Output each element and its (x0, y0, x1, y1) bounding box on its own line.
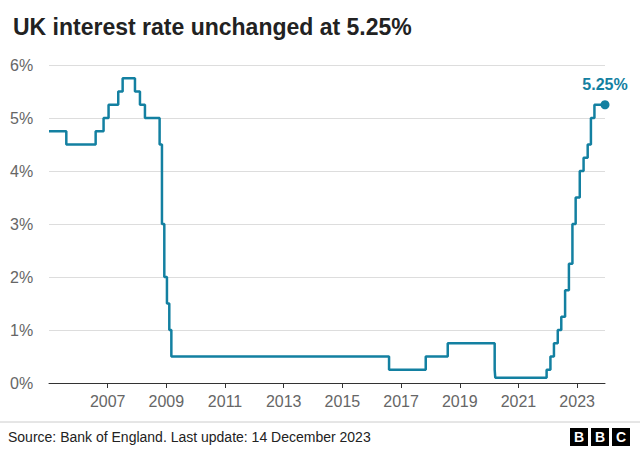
svg-text:2007: 2007 (90, 393, 126, 410)
svg-text:2019: 2019 (442, 393, 478, 410)
svg-text:2017: 2017 (383, 393, 419, 410)
svg-text:Source: Bank of England. Last: Source: Bank of England. Last update: 14… (8, 429, 371, 445)
svg-text:B: B (574, 429, 584, 445)
svg-text:1%: 1% (10, 322, 33, 339)
svg-text:2023: 2023 (559, 393, 595, 410)
svg-text:4%: 4% (10, 163, 33, 180)
svg-text:UK interest rate unchanged at: UK interest rate unchanged at 5.25% (13, 14, 412, 40)
svg-text:2009: 2009 (149, 393, 185, 410)
svg-text:6%: 6% (10, 57, 33, 74)
svg-text:2015: 2015 (325, 393, 361, 410)
svg-text:2013: 2013 (266, 393, 302, 410)
svg-text:5%: 5% (10, 110, 33, 127)
svg-text:B: B (595, 429, 605, 445)
svg-text:2%: 2% (10, 269, 33, 286)
svg-text:2011: 2011 (208, 393, 243, 410)
svg-text:2021: 2021 (501, 393, 537, 410)
svg-text:C: C (616, 429, 626, 445)
svg-text:0%: 0% (10, 375, 33, 392)
svg-text:5.25%: 5.25% (582, 76, 627, 93)
svg-text:3%: 3% (10, 216, 33, 233)
